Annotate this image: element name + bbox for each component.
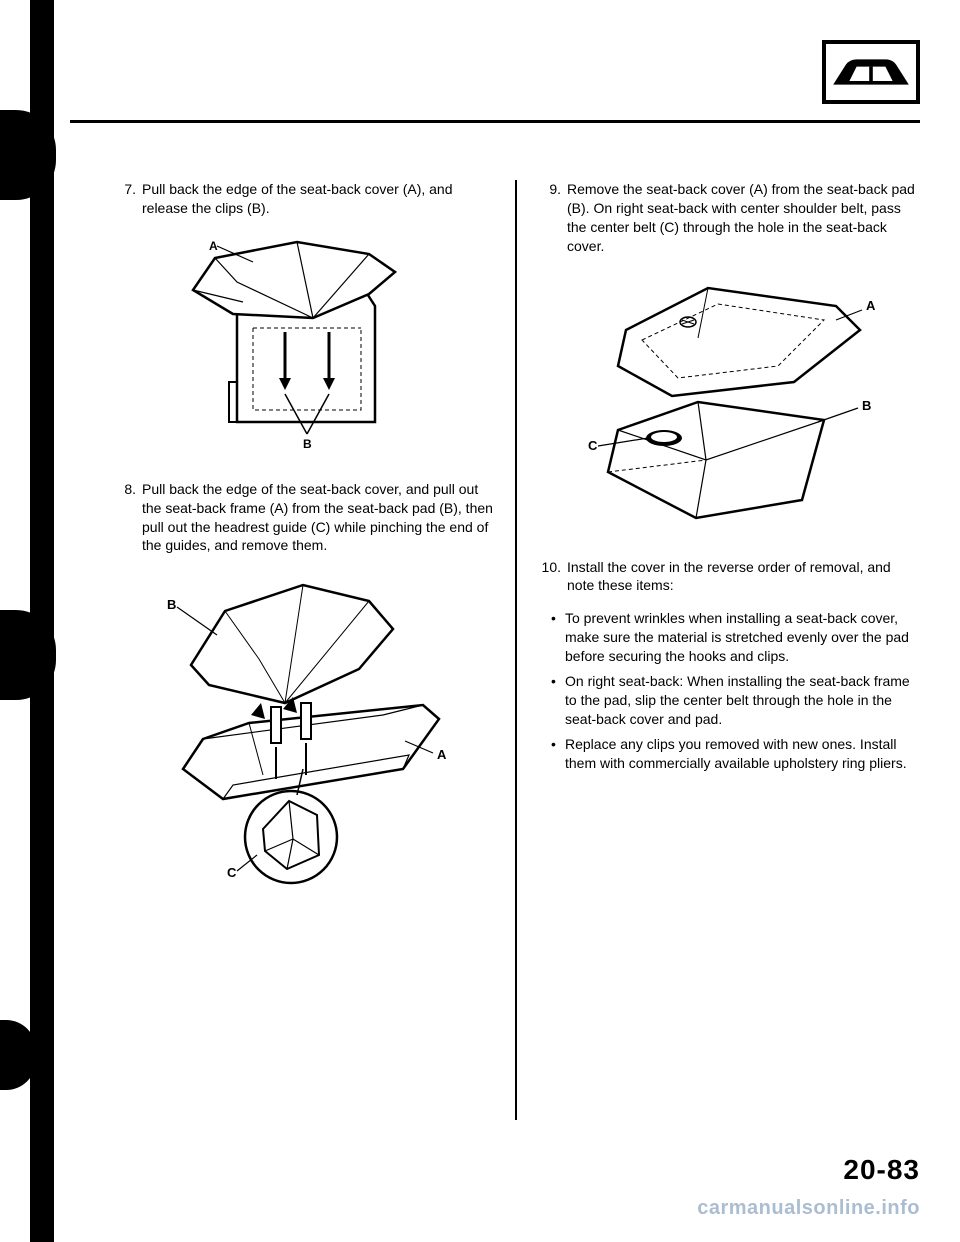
step-text: Pull back the edge of the seat-back cove… [142, 480, 495, 556]
bullet-item: To prevent wrinkles when installing a se… [551, 609, 920, 666]
svg-text:C: C [588, 438, 598, 453]
bullet-item: Replace any clips you removed with new o… [551, 735, 920, 773]
svg-text:B: B [167, 597, 176, 612]
right-column: 9. Remove the seat-back cover (A) from t… [515, 180, 920, 1182]
svg-text:A: A [866, 298, 876, 313]
svg-text:B: B [303, 437, 312, 451]
figure-8: B A C [110, 569, 495, 889]
step-text: Pull back the edge of the seat-back cove… [142, 180, 495, 218]
step-text: Remove the seat-back cover (A) from the … [567, 180, 920, 256]
step-number: 8. [110, 480, 142, 556]
watermark-text: carmanualsonline.info [697, 1197, 920, 1220]
page: 7. Pull back the edge of the seat-back c… [0, 0, 960, 1242]
step-10: 10. Install the cover in the reverse ord… [535, 558, 920, 596]
bullet-item: On right seat-back: When installing the … [551, 672, 920, 729]
header-divider [70, 120, 920, 123]
step-9: 9. Remove the seat-back cover (A) from t… [535, 180, 920, 256]
svg-text:B: B [862, 398, 871, 413]
content-area: 7. Pull back the edge of the seat-back c… [110, 180, 920, 1182]
step-7: 7. Pull back the edge of the seat-back c… [110, 180, 495, 218]
svg-text:A: A [437, 747, 447, 762]
step-number: 7. [110, 180, 142, 218]
step-10-bullets: To prevent wrinkles when installing a se… [535, 609, 920, 772]
brand-logo-icon [822, 40, 920, 104]
step-8: 8. Pull back the edge of the seat-back c… [110, 480, 495, 556]
figure-7: A B [110, 232, 495, 452]
step-number: 9. [535, 180, 567, 256]
step-number: 10. [535, 558, 567, 596]
svg-text:A: A [209, 239, 218, 253]
left-column: 7. Pull back the edge of the seat-back c… [110, 180, 515, 1182]
step-text: Install the cover in the reverse order o… [567, 558, 920, 596]
page-number: 20-83 [843, 1154, 920, 1186]
svg-text:C: C [227, 865, 237, 880]
figure-9: A B C [535, 270, 920, 530]
